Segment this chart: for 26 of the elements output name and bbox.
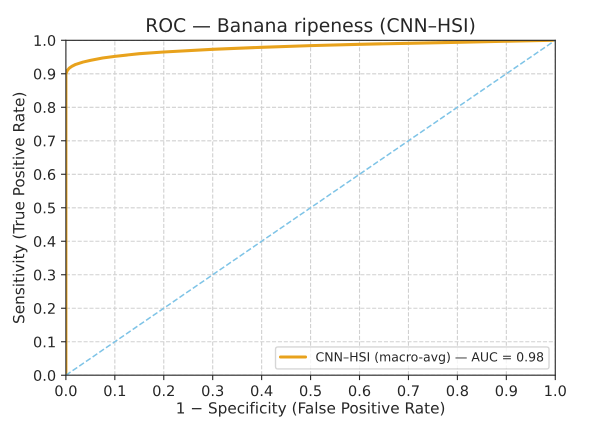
y-tick-label: 0.6 bbox=[34, 168, 56, 180]
x-tick-label: 0.6 bbox=[348, 385, 370, 396]
x-tick-label: 0.1 bbox=[104, 385, 126, 396]
y-tick-label: 0.0 bbox=[34, 370, 56, 381]
y-tick-label: 0.4 bbox=[34, 236, 56, 248]
y-axis-title: Sensitivity (True Positive Rate) bbox=[12, 92, 28, 323]
x-tick-label: 0.9 bbox=[496, 385, 517, 396]
y-tick-label: 0.5 bbox=[34, 202, 55, 214]
y-tick-label: 1.0 bbox=[34, 34, 56, 46]
legend-label: CNN–HSI (macro-avg) — AUC = 0.98 bbox=[316, 352, 544, 364]
y-tick-label: 0.8 bbox=[34, 102, 56, 114]
x-tick-label: 0.8 bbox=[446, 385, 468, 396]
x-tick-label: 0.0 bbox=[55, 385, 77, 396]
y-tick-label: 0.3 bbox=[34, 269, 55, 280]
x-tick-label: 0.4 bbox=[251, 385, 272, 396]
chart-title: ROC — Banana ripeness (CNN–HSI) bbox=[147, 18, 474, 36]
y-tick-label: 0.1 bbox=[34, 336, 55, 348]
x-axis-title: 1 − Specificity (False Positive Rate) bbox=[177, 402, 444, 417]
x-tick-label: 0.2 bbox=[153, 385, 174, 396]
x-tick-label: 1.0 bbox=[545, 385, 566, 396]
x-tick-label: 0.3 bbox=[202, 385, 224, 396]
y-tick-label: 0.7 bbox=[34, 135, 55, 147]
y-tick-label: 0.9 bbox=[34, 68, 56, 80]
x-tick-label: 0.5 bbox=[300, 385, 321, 396]
y-tick-label: 0.2 bbox=[34, 302, 55, 314]
x-tick-label: 0.7 bbox=[398, 385, 419, 396]
